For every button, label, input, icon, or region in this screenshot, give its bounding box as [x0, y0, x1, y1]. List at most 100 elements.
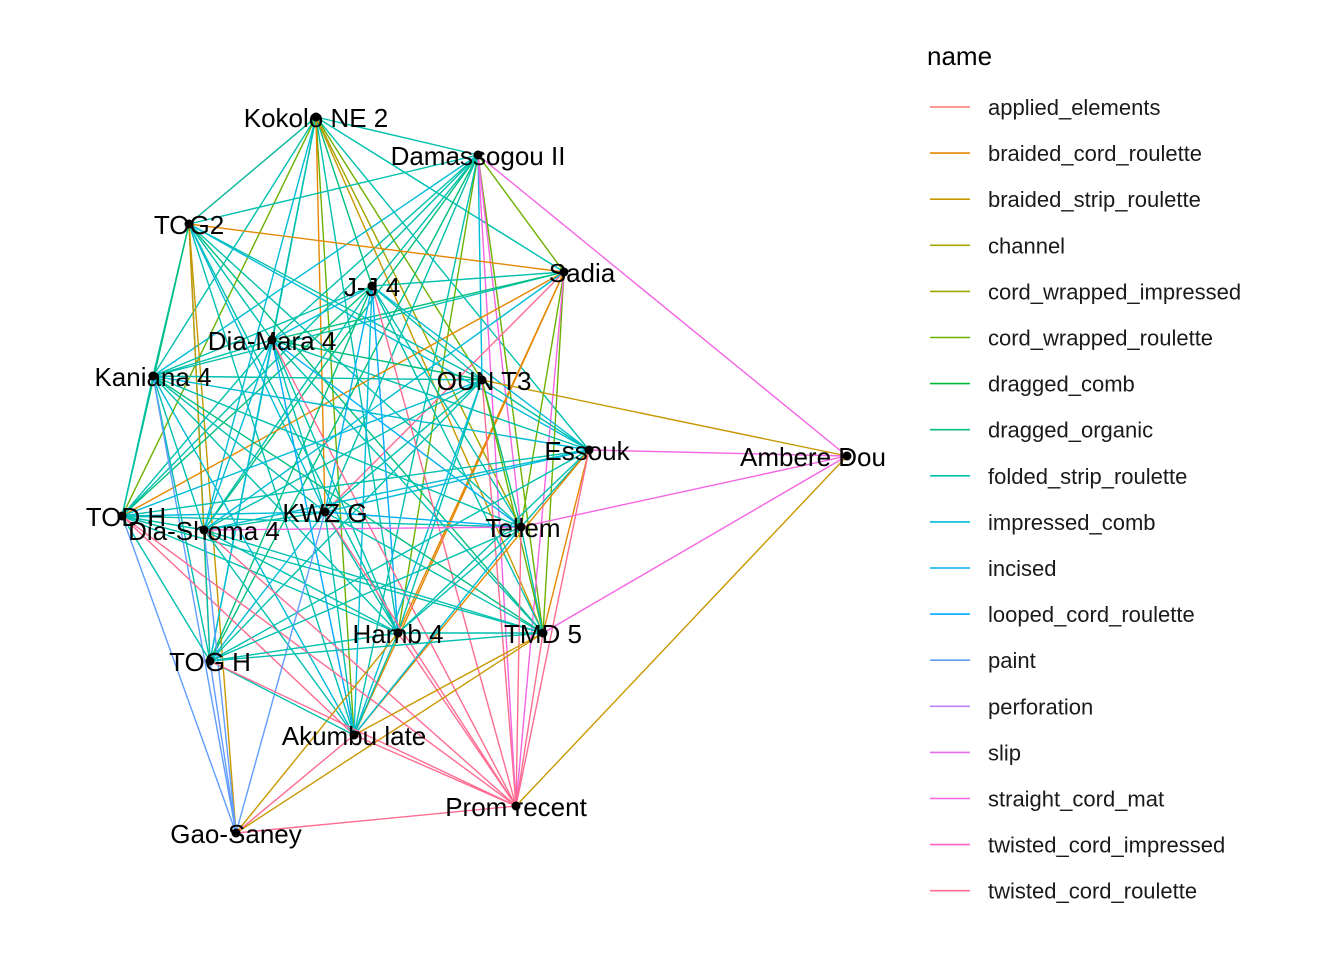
edge-todh-togh-folded_strip_roulette — [121, 515, 211, 662]
legend-item-braided-cord-roulette: braided_cord_roulette — [930, 141, 1202, 166]
edge-hamb4-togh-folded_strip_roulette — [209, 632, 399, 662]
node-kaniana — [148, 371, 158, 381]
edge-ount3-tmd5-cord_wrapped_roulette — [481, 379, 544, 634]
legend-item-label: dragged_comb — [988, 372, 1135, 397]
legend-item-straight-cord-mat: straight_cord_mat — [930, 787, 1164, 812]
edge-hamb4-akumbu-folded_strip_roulette — [353, 632, 399, 736]
edge-kokolo-damassogou-folded_strip_roulette — [315, 116, 479, 156]
node-kokolo — [311, 112, 321, 122]
edge-tog2-hamb4-folded_strip_roulette — [188, 223, 399, 634]
edge-essouk-tmd5-braided_cord_roulette — [542, 449, 590, 634]
edge-sadia-jj4-folded_strip_roulette — [371, 271, 565, 287]
edge-tog2-ount3-folded_strip_roulette — [188, 223, 483, 381]
edge-jj4-ount3-folded_strip_roulette — [371, 285, 483, 381]
edge-sadia-prom-straight_cord_mat — [515, 271, 565, 807]
legend-item-label: cord_wrapped_roulette — [988, 326, 1213, 351]
edge-jj4-tellem-folded_strip_roulette — [371, 285, 522, 528]
edge-kwzg-togh-impressed_comb — [209, 511, 326, 662]
edge-tellem-prom-twisted_cord_roulette — [515, 526, 522, 807]
node-ambere — [842, 451, 852, 461]
node-label-sadia: Sadia — [549, 258, 616, 288]
edge-sadia-tmd5-cord_wrapped_roulette — [542, 271, 565, 634]
edge-togh-gaosaney-paint — [209, 660, 237, 834]
edge-sadia-akumbu-braided_cord_roulette — [353, 271, 565, 736]
legend-item-label: cord_wrapped_impressed — [988, 279, 1241, 304]
edge-jj4-prom-twisted_cord_roulette — [371, 285, 517, 807]
node-prom — [511, 801, 521, 811]
node-layer — [117, 112, 852, 838]
edge-kwzg-tellem-incised — [324, 511, 522, 528]
edge-damassogou-kaniana-impressed_comb — [152, 154, 479, 377]
edge-jj4-akumbu-impressed_comb — [353, 285, 373, 736]
node-damassogou — [473, 150, 483, 160]
legend-item-label: perforation — [988, 694, 1093, 719]
edge-kwzg-prom-twisted_cord_roulette — [324, 511, 517, 807]
edge-diashoma-akumbu-folded_strip_roulette — [203, 529, 355, 736]
node-label-tmd5: TMD 5 — [504, 619, 582, 649]
edge-prom-gaosaney-twisted_cord_roulette — [235, 805, 517, 834]
legend-item-folded-strip-roulette: folded_strip_roulette — [930, 464, 1187, 489]
edge-ambere-tellem-straight_cord_mat — [520, 455, 848, 528]
edge-sadia-kaniana-folded_strip_roulette — [152, 271, 565, 377]
edge-tellem-hamb4-folded_strip_roulette — [397, 526, 522, 634]
legend-item-dragged-organic: dragged_organic — [930, 418, 1153, 443]
node-label-jj4: J-J 4 — [344, 272, 400, 302]
node-label-akumbu: Akumbu late — [282, 721, 427, 751]
node-label-tellem: Tellem — [485, 513, 560, 543]
edge-jj4-todh-dragged_organic — [121, 285, 373, 517]
edge-kwzg-tmd5-folded_strip_roulette — [324, 511, 544, 634]
node-label-todh: TOD H — [86, 502, 166, 532]
edge-jj4-togh-dragged_organic — [209, 285, 373, 662]
edge-ount3-todh-impressed_comb — [121, 379, 483, 517]
edge-diamara-prom-twisted_cord_roulette — [271, 339, 517, 807]
node-label-diashoma: Dia-Shoma 4 — [128, 516, 280, 546]
node-label-diamara: Dia-Mara 4 — [208, 326, 337, 356]
node-hamb4 — [393, 628, 403, 638]
edge-kokolo-tog2-folded_strip_roulette — [188, 116, 317, 225]
edge-diamara-diashoma-impressed_comb — [203, 339, 273, 531]
edge-tog2-sadia-braided_cord_roulette — [188, 223, 565, 273]
node-label-togh: TOG H — [169, 647, 251, 677]
edge-jj4-hamb4-looped_cord_roulette — [371, 285, 399, 634]
legend-item-braided-strip-roulette: braided_strip_roulette — [930, 187, 1201, 212]
edge-diamara-essouk-folded_strip_roulette — [271, 339, 590, 451]
node-label-kwzg: KWZ G — [282, 498, 367, 528]
edge-essouk-kwzg-impressed_comb — [324, 449, 590, 513]
legend-item-cord-wrapped-roulette: cord_wrapped_roulette — [930, 326, 1213, 351]
edge-todh-diashoma-folded_strip_roulette — [121, 515, 205, 531]
edge-tog2-akumbu-folded_strip_roulette — [188, 223, 355, 736]
legend-item-label: looped_cord_roulette — [988, 602, 1195, 627]
edge-diashoma-kwzg-folded_strip_roulette — [203, 511, 326, 531]
node-ount3 — [477, 375, 487, 385]
edge-diashoma-gaosaney-paint — [203, 529, 237, 834]
legend-item-label: impressed_comb — [988, 510, 1156, 535]
edge-todh-tellem-folded_strip_roulette — [121, 515, 522, 528]
edge-ount3-ambere-braided_strip_roulette — [481, 379, 848, 457]
edge-tog2-diamara-folded_strip_roulette — [188, 223, 273, 341]
legend-title: name — [927, 41, 992, 71]
legend-item-looped-cord-roulette: looped_cord_roulette — [930, 602, 1195, 627]
edge-tellem-tmd5-folded_strip_roulette — [520, 526, 544, 634]
edge-diamara-togh-impressed_comb — [209, 339, 273, 662]
edge-diamara-kaniana-folded_strip_roulette — [152, 339, 273, 377]
edge-ount3-prom-twisted_cord_roulette — [481, 379, 517, 807]
legend-item-paint: paint — [930, 648, 1036, 673]
node-label-gaosaney: Gao-Saney — [170, 819, 302, 849]
legend-item-impressed-comb: impressed_comb — [930, 510, 1156, 535]
edge-damassogou-todh-folded_strip_roulette — [121, 154, 479, 517]
edge-damassogou-ount3-impressed_comb — [477, 154, 483, 381]
legend-item-label: incised — [988, 556, 1056, 581]
node-diamara — [267, 335, 277, 345]
legend-item-channel: channel — [930, 233, 1065, 258]
edge-ambere-tmd5-straight_cord_mat — [542, 455, 848, 634]
legend-item-applied-elements: applied_elements — [930, 95, 1160, 120]
edge-diashoma-hamb4-folded_strip_roulette — [203, 529, 399, 634]
legend-item-label: dragged_organic — [988, 418, 1153, 443]
edge-kwzg-gaosaney-paint — [235, 511, 326, 834]
edge-kaniana-togh-folded_strip_roulette — [152, 375, 211, 662]
edge-kaniana-tmd5-dragged_organic — [152, 375, 544, 634]
edge-sadia-diashoma-impressed_comb — [203, 271, 565, 531]
edge-jj4-kwzg-incised — [324, 285, 373, 513]
legend-item-label: twisted_cord_impressed — [988, 833, 1225, 858]
